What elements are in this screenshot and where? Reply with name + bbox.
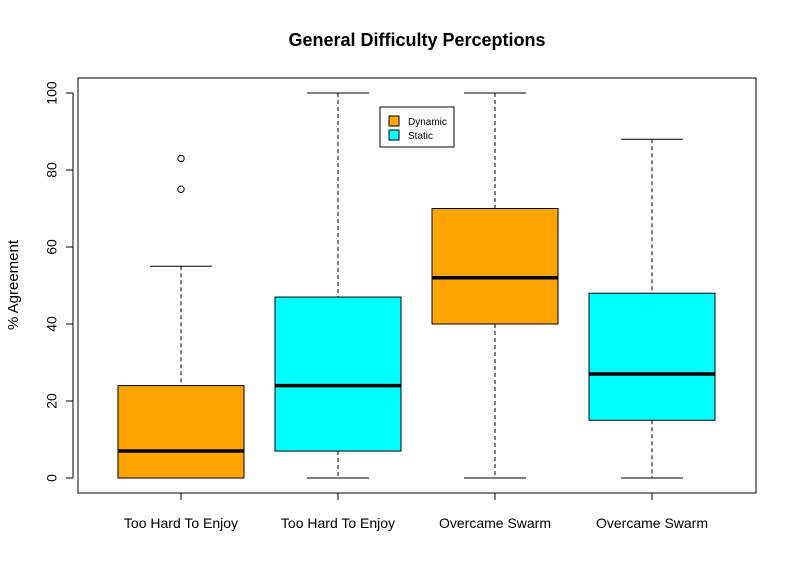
box-series	[117, 92, 716, 479]
legend-label-dynamic: Dynamic	[408, 117, 447, 128]
box-body-2	[431, 208, 559, 325]
x-tick-label-1: Too Hard To Enjoy	[281, 515, 395, 531]
x-tick-label-0: Too Hard To Enjoy	[124, 515, 238, 531]
box-body-3	[588, 292, 716, 421]
y-tick-label-20: 20	[44, 393, 60, 409]
y-tick-label-60: 60	[44, 239, 60, 255]
box-body-0	[117, 385, 245, 479]
legend-label-static: Static	[408, 131, 433, 142]
y-tick-label-80: 80	[44, 162, 60, 178]
y-tick-label-40: 40	[44, 316, 60, 332]
box-3	[588, 138, 716, 479]
box-body-1	[274, 296, 402, 452]
box-0	[117, 154, 245, 479]
outlier-point-0-0	[177, 185, 185, 193]
x-tick-label-2: Overcame Swarm	[439, 515, 551, 531]
legend-swatch-dynamic	[388, 115, 400, 127]
box-1	[274, 92, 402, 479]
outlier-point-0-1	[177, 154, 185, 163]
y-tick-label-100: 100	[44, 81, 60, 105]
y-tick-label-0: 0	[44, 474, 60, 482]
x-tick-label-3: Overcame Swarm	[596, 515, 708, 531]
legend-swatch-static	[388, 129, 400, 141]
chart-title: General Difficulty Perceptions	[288, 30, 545, 50]
legend: Dynamic Static	[379, 106, 455, 148]
y-axis: 0 20 40 60 80 100	[44, 81, 74, 482]
x-axis: Too Hard To Enjoy Too Hard To Enjoy Overca…	[124, 492, 708, 531]
box-2	[431, 92, 559, 479]
y-axis-label: % Agreement	[5, 239, 22, 330]
